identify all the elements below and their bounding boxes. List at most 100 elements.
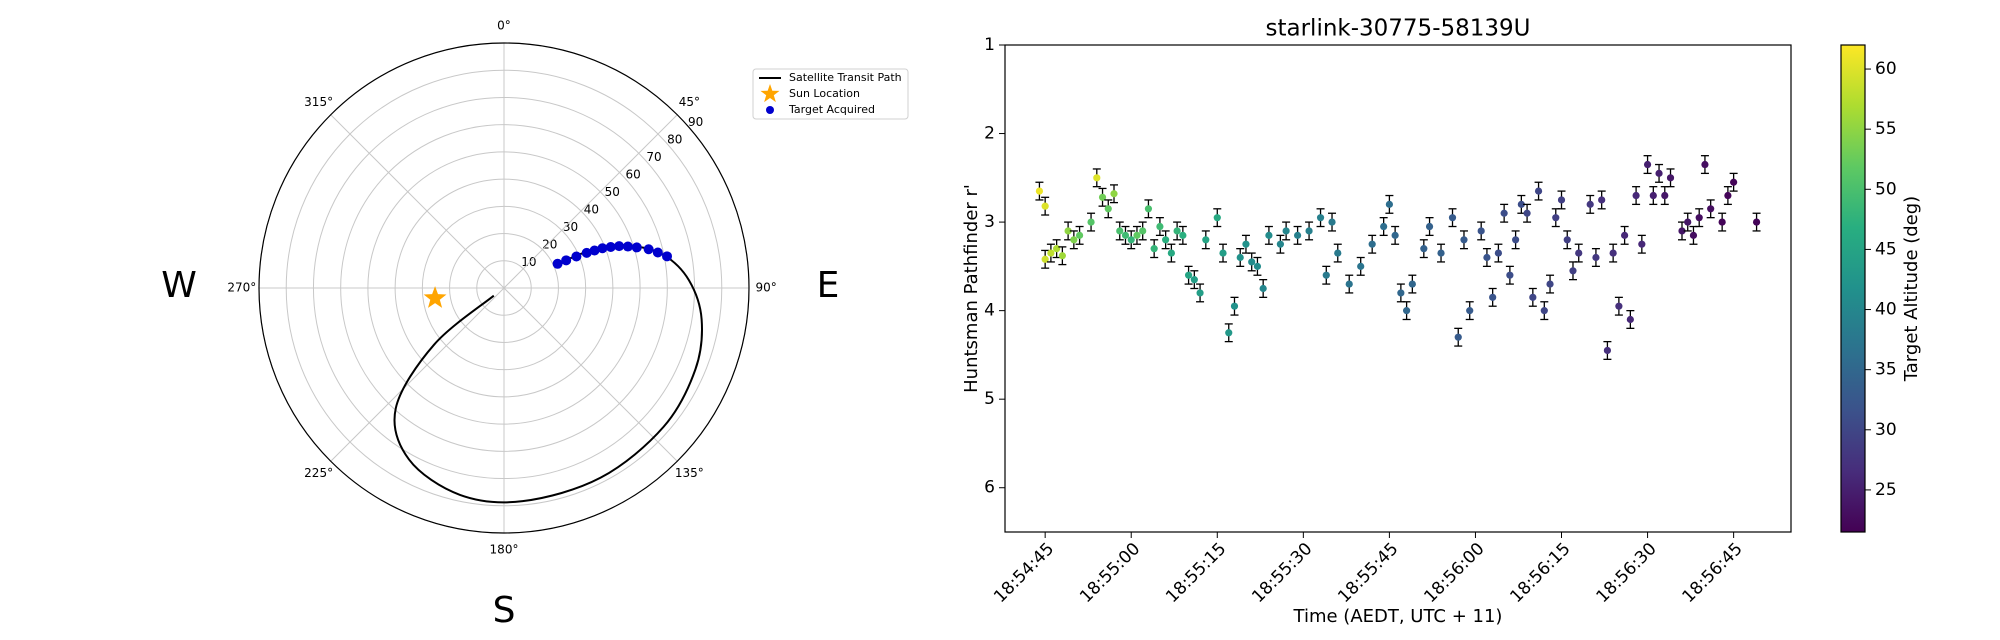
data-point — [1075, 231, 1084, 239]
data-point — [1563, 236, 1571, 244]
data-point — [1184, 271, 1193, 279]
target-point — [631, 242, 642, 253]
data-point — [1718, 218, 1726, 226]
theta-tick-label: 0° — [497, 18, 511, 32]
data-point — [1701, 160, 1709, 169]
data-point — [1752, 218, 1761, 226]
data-point — [1454, 333, 1462, 341]
data-point — [1500, 209, 1508, 217]
data-point — [1139, 227, 1147, 235]
colorbar-tick-label: 50 — [1875, 179, 1897, 199]
data-point — [1552, 214, 1560, 222]
colorbar-tick-label: 55 — [1875, 119, 1897, 139]
data-point — [1724, 191, 1732, 200]
theta-tick-label: 225° — [304, 466, 333, 480]
r-tick-label: 40 — [584, 203, 599, 217]
data-point — [1322, 271, 1330, 279]
data-point — [1236, 253, 1244, 262]
data-point — [1196, 289, 1204, 297]
data-point — [1586, 200, 1594, 208]
data-point — [1523, 209, 1531, 217]
target-point — [552, 258, 563, 269]
target-point — [662, 251, 673, 262]
data-point — [1121, 231, 1130, 239]
data-point — [1626, 315, 1634, 324]
data-point — [1035, 187, 1044, 195]
colorbar-tick-label: 35 — [1875, 360, 1897, 380]
target-point — [643, 244, 654, 255]
data-point — [1707, 205, 1715, 213]
data-point — [1689, 231, 1698, 239]
data-point — [1253, 262, 1262, 270]
data-point — [1512, 236, 1520, 244]
r-tick-label: 30 — [563, 220, 578, 234]
r-tick-label: 60 — [625, 168, 640, 182]
data-point — [1282, 227, 1290, 235]
data-point — [1603, 346, 1612, 355]
data-point — [1632, 191, 1640, 200]
data-point — [1334, 249, 1342, 257]
x-tick-label: 18:55:30 — [1248, 539, 1316, 607]
data-point — [1053, 245, 1061, 253]
data-point — [1598, 196, 1606, 204]
data-point — [1179, 231, 1187, 239]
data-point — [1666, 174, 1675, 182]
data-point — [1127, 236, 1135, 244]
data-point — [1213, 214, 1221, 222]
colorbar-tick-label: 60 — [1875, 59, 1897, 79]
data-point — [1219, 249, 1227, 257]
target-point — [622, 241, 633, 252]
data-point — [1448, 214, 1457, 222]
target-point — [571, 251, 582, 262]
data-point — [1047, 249, 1055, 257]
data-point — [1391, 231, 1399, 239]
theta-tick-label: 315° — [304, 95, 333, 109]
data-point — [1460, 236, 1468, 244]
y-tick-label: 2 — [984, 124, 995, 144]
data-point — [1150, 245, 1158, 253]
x-tick-label: 18:55:00 — [1076, 539, 1144, 607]
y-tick-label: 3 — [984, 212, 995, 232]
data-point — [1173, 227, 1181, 235]
data-point — [1489, 293, 1497, 301]
data-point — [1529, 293, 1537, 301]
data-point — [1087, 218, 1095, 226]
x-tick-label: 18:55:15 — [1162, 539, 1230, 607]
data-point — [1483, 253, 1491, 262]
data-point — [1276, 240, 1284, 248]
data-point — [1678, 227, 1686, 235]
data-point — [1041, 255, 1049, 263]
data-point — [1425, 222, 1434, 231]
plot-frame — [1004, 44, 1792, 533]
data-point — [1230, 302, 1239, 310]
theta-grid-line — [503, 287, 678, 462]
data-point — [1265, 231, 1273, 239]
data-point — [1098, 193, 1107, 201]
data-point — [1730, 178, 1738, 186]
data-point — [1695, 214, 1703, 222]
theta-grid-line — [330, 287, 505, 462]
theta-tick-label: 45° — [679, 95, 700, 109]
data-point — [1041, 202, 1049, 210]
data-point — [1259, 284, 1267, 293]
data-point — [1156, 222, 1164, 231]
y-tick-label: 4 — [984, 301, 995, 321]
data-point — [1070, 236, 1078, 244]
theta-tick-label: 90° — [756, 281, 777, 295]
y-tick-label: 5 — [984, 389, 995, 409]
target-point — [589, 245, 600, 256]
r-tick-label: 50 — [605, 185, 620, 199]
data-point — [1546, 280, 1554, 288]
x-tick-label: 18:55:45 — [1334, 539, 1402, 607]
r-tick-label: 20 — [542, 238, 557, 252]
colorbar — [1840, 44, 1866, 533]
data-point — [1437, 249, 1445, 257]
data-point — [1093, 174, 1101, 182]
data-point — [1190, 276, 1198, 284]
data-point — [1615, 302, 1623, 310]
target-point — [561, 255, 572, 266]
colorbar-tick-label: 30 — [1875, 420, 1897, 440]
data-point — [1569, 267, 1577, 275]
x-tick-label: 18:56:15 — [1506, 539, 1574, 607]
